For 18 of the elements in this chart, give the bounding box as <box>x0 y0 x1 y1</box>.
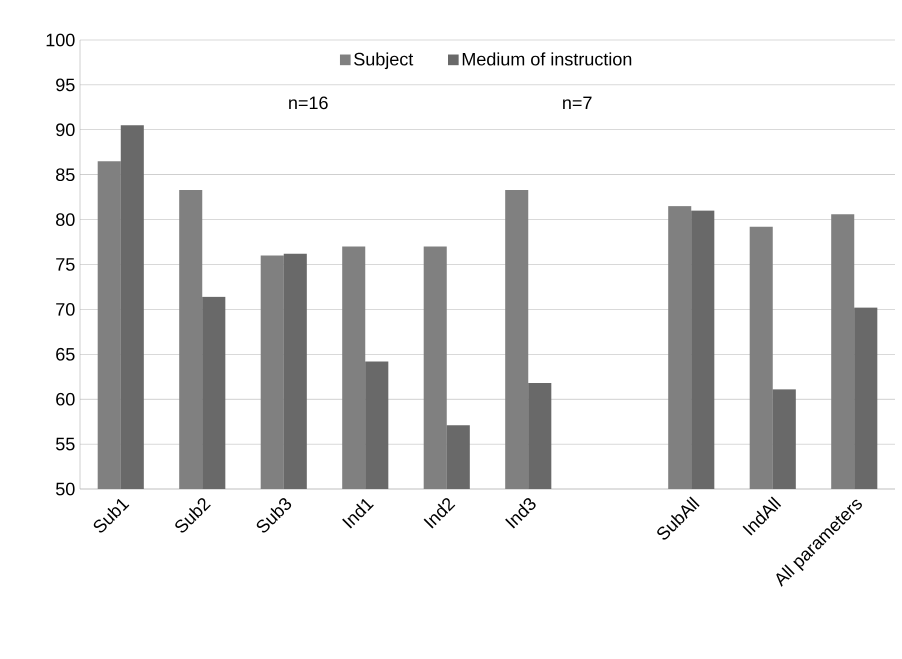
y-tick-label: 70 <box>56 303 75 316</box>
y-tick-label: 60 <box>56 392 75 406</box>
y-tick-label: 100 <box>46 34 75 46</box>
y-tick-label: 50 <box>56 482 75 496</box>
annotation: n=7 <box>563 96 592 110</box>
legend-label: Subject <box>354 52 414 70</box>
y-tick-label: 90 <box>56 123 75 136</box>
y-tick-label: 65 <box>56 348 75 361</box>
y-tick-label: 95 <box>56 78 75 92</box>
x-tick-label: Ind3 <box>505 498 536 528</box>
y-tick-label: 55 <box>56 438 75 450</box>
annotation: n=16 <box>289 96 328 110</box>
x-tick-label: Ind1 <box>342 498 374 528</box>
y-tick-label: 80 <box>56 213 75 226</box>
legend-label: Medium of instruction <box>462 52 632 66</box>
y-tick-label: 75 <box>56 258 75 271</box>
y-tick-label: 85 <box>56 168 75 182</box>
x-tick-label: Ind2 <box>424 498 456 528</box>
